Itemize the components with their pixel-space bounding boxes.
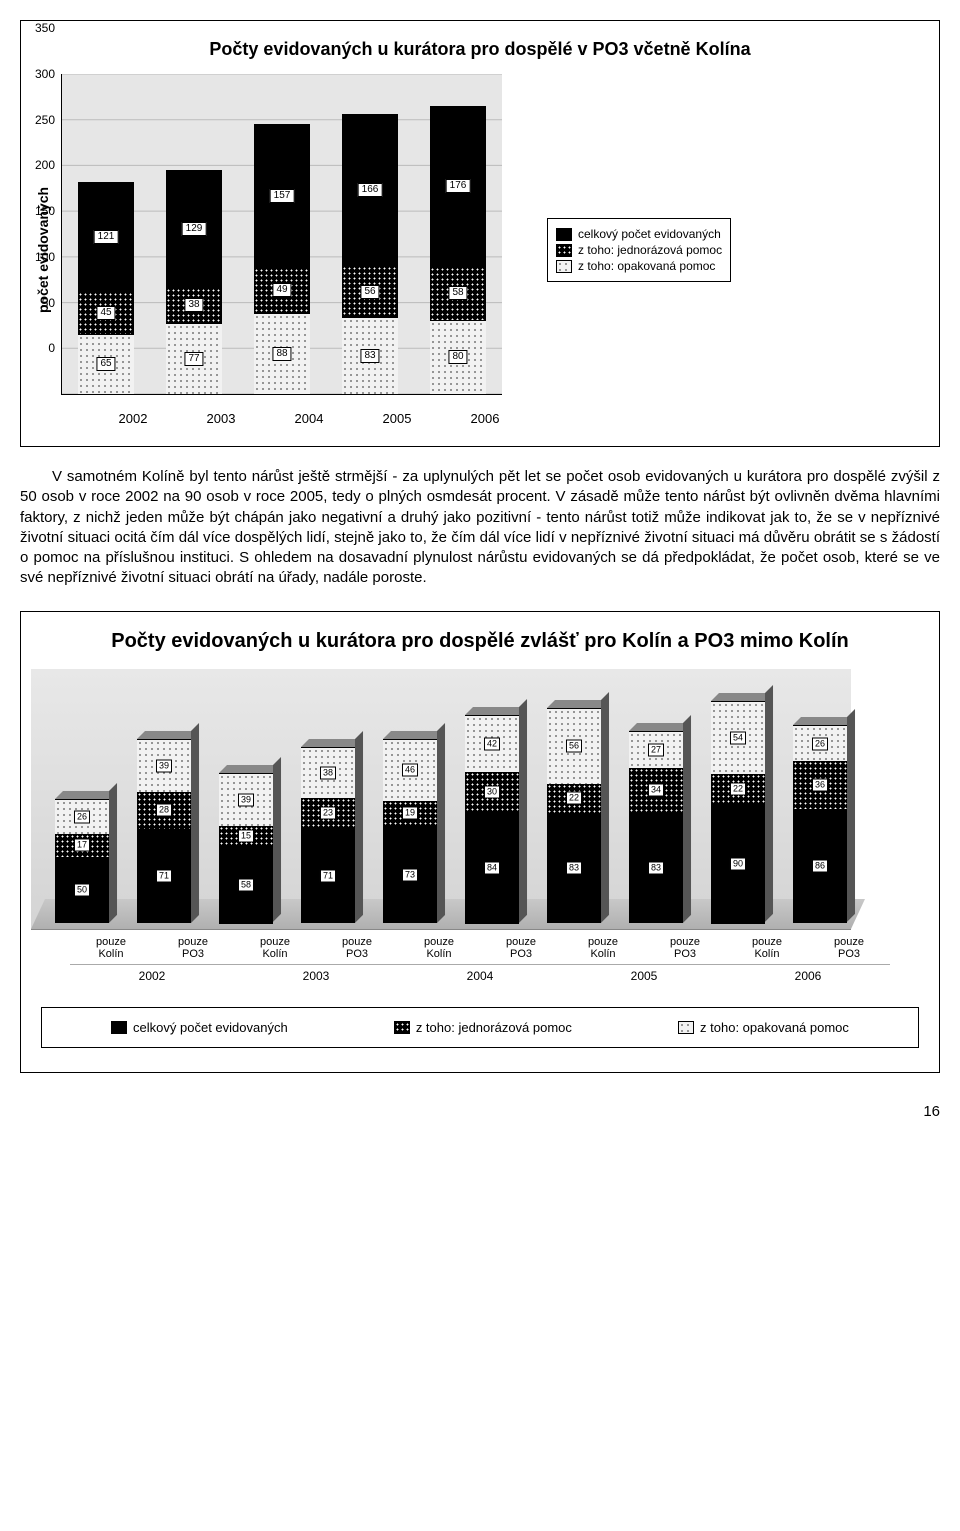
chart1-plot: 1214565 1293877 1574988 1665683 1765880 — [61, 74, 502, 395]
chart1-title: Počty evidovaných u kurátora pro dospělé… — [31, 39, 929, 60]
legend-item: z toho: opakovaná pomoc — [556, 259, 722, 273]
legend-item: z toho: opakovaná pomoc — [678, 1020, 849, 1035]
chart2-bar: 562283 — [547, 708, 601, 923]
chart2-container: Počty evidovaných u kurátora pro dospělé… — [20, 611, 940, 1073]
chart2-xaxis-years: 20022003200420052006 — [70, 964, 890, 983]
legend-item: z toho: jednorázová pomoc — [556, 243, 722, 257]
chart2-bar: 382371 — [301, 747, 355, 923]
chart2-title: Počty evidovaných u kurátora pro dospělé… — [31, 630, 929, 653]
chart1-xaxis: 20022003200420052006 — [89, 395, 529, 426]
chart2-bar: 263686 — [793, 725, 847, 922]
chart2-bar: 423084 — [465, 715, 519, 923]
chart1-legend: celkový počet evidovaných z toho: jednorá… — [547, 218, 731, 282]
chart1-bar: 1293877 — [166, 170, 222, 394]
body-paragraph: V samotném Kolíně byl tento nárůst ještě… — [20, 467, 940, 589]
chart2-plot: 261750 392871 391558 382371 461973 423084 5622… — [31, 669, 851, 930]
chart2-legend: celkový počet evidovaných z toho: jednorá… — [41, 1007, 919, 1048]
chart1-bar: 1574988 — [254, 124, 310, 394]
chart2-bar: 392871 — [137, 739, 191, 923]
chart1-bar: 1214565 — [78, 182, 134, 394]
chart1-bar: 1765880 — [430, 106, 486, 394]
chart2-bar: 261750 — [55, 799, 109, 923]
chart2-bar: 461973 — [383, 739, 437, 923]
chart1-container: Počty evidovaných u kurátora pro dospělé… — [20, 20, 940, 447]
chart2-xaxis-top: pouzeKolínpouzePO3pouzeKolínpouzePO3pouz… — [70, 936, 890, 960]
chart2-bar: 273483 — [629, 731, 683, 923]
legend-item: celkový počet evidovaných — [556, 227, 722, 241]
chart1-bar: 1665683 — [342, 114, 398, 394]
legend-item: celkový počet evidovaných — [111, 1020, 288, 1035]
page-number: 16 — [20, 1103, 940, 1120]
legend-item: z toho: jednorázová pomoc — [394, 1020, 572, 1035]
chart2-bar: 391558 — [219, 773, 273, 922]
chart2-bar: 542290 — [711, 701, 765, 922]
